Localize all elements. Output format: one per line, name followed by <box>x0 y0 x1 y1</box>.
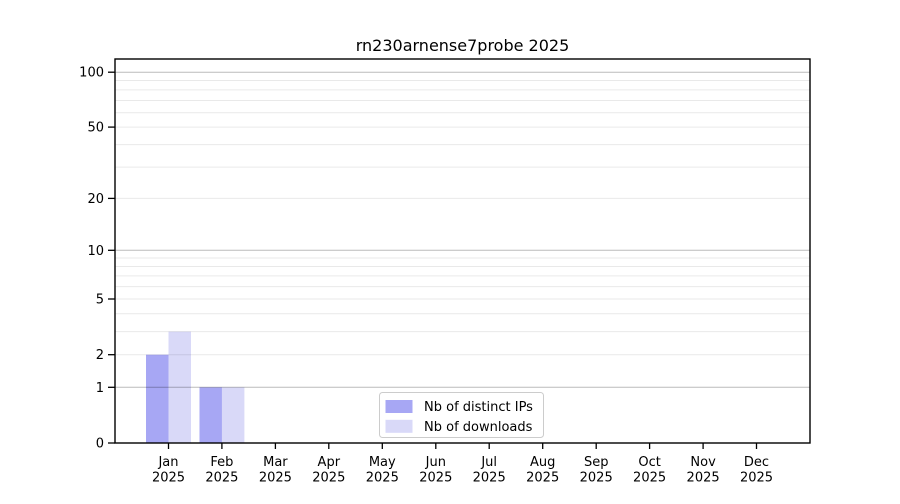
x-tick-year: 2025 <box>205 471 238 486</box>
x-tick-month: Aug <box>530 455 555 470</box>
bar-nb-of-distinct-ips-jan <box>146 354 169 443</box>
x-tick-month: Oct <box>638 455 660 470</box>
x-tick-month: Apr <box>318 455 341 470</box>
bar-nb-of-downloads-feb <box>221 387 245 443</box>
x-tick-month: Jul <box>480 455 497 470</box>
x-tick-label-oct: Oct 2025 <box>633 455 666 486</box>
x-tick-label-jul: Jul 2025 <box>473 455 506 486</box>
legend-swatch-nb-of-distinct-ips <box>385 400 413 413</box>
x-tick-label-mar: Mar 2025 <box>259 455 292 486</box>
x-tick-label-jun: Jun 2025 <box>419 455 452 486</box>
y-tick-label-1: 1 <box>96 381 104 396</box>
x-tick-year: 2025 <box>526 471 559 486</box>
x-tick-label-dec: Dec 2025 <box>740 455 773 486</box>
x-tick-year: 2025 <box>259 471 292 486</box>
legend-swatch-nb-of-downloads <box>385 419 413 433</box>
x-tick-label-nov: Nov 2025 <box>687 455 720 486</box>
bars-group <box>146 331 245 443</box>
x-tick-month: Nov <box>690 455 716 470</box>
legend-label-nb-of-distinct-ips: Nb of distinct IPs <box>424 400 533 415</box>
y-tick-label-50: 50 <box>87 121 104 136</box>
x-tick-year: 2025 <box>633 471 666 486</box>
legend-box <box>379 392 544 438</box>
y-tick-label-10: 10 <box>87 244 104 259</box>
grid-group <box>115 71 810 388</box>
y-tick-label-0: 0 <box>96 437 104 452</box>
legend: Nb of distinct IPs Nb of downloads <box>379 392 544 438</box>
bar-nb-of-distinct-ips-feb <box>199 387 222 443</box>
x-tick-label-apr: Apr 2025 <box>312 455 345 486</box>
y-tick-label-20: 20 <box>87 192 104 207</box>
x-tick-label-may: May 2025 <box>366 455 399 486</box>
y-tick-label-2: 2 <box>96 348 104 363</box>
x-tick-label-jan: Jan 2025 <box>152 455 185 486</box>
bar-nb-of-downloads-jan <box>168 331 191 443</box>
x-tick-month: Dec <box>744 455 769 470</box>
x-tick-year: 2025 <box>366 471 399 486</box>
y-tick-label-5: 5 <box>96 293 104 308</box>
x-tick-year: 2025 <box>312 471 345 486</box>
legend-label-nb-of-downloads: Nb of downloads <box>424 420 533 435</box>
x-tick-label-feb: Feb 2025 <box>205 455 238 486</box>
x-tick-year: 2025 <box>419 471 452 486</box>
x-tick-year: 2025 <box>687 471 720 486</box>
x-tick-month: May <box>369 455 396 470</box>
chart-title: rn230arnense7probe 2025 <box>356 36 570 55</box>
x-tick-year: 2025 <box>152 471 185 486</box>
x-tick-month: Jan <box>157 455 178 470</box>
x-tick-month: Mar <box>263 455 288 470</box>
y-axis: 0 1 2 5 10 20 50 100 <box>79 66 115 452</box>
plot-area-border <box>114 58 811 444</box>
x-tick-label-sep: Sep 2025 <box>580 455 613 486</box>
x-tick-year: 2025 <box>580 471 613 486</box>
y-tick-label-100: 100 <box>79 66 104 81</box>
x-tick-year: 2025 <box>473 471 506 486</box>
x-tick-month: Feb <box>210 455 233 470</box>
x-tick-month: Sep <box>584 455 609 470</box>
x-tick-year: 2025 <box>740 471 773 486</box>
x-tick-month: Jun <box>425 455 446 470</box>
x-tick-label-aug: Aug 2025 <box>526 455 559 486</box>
